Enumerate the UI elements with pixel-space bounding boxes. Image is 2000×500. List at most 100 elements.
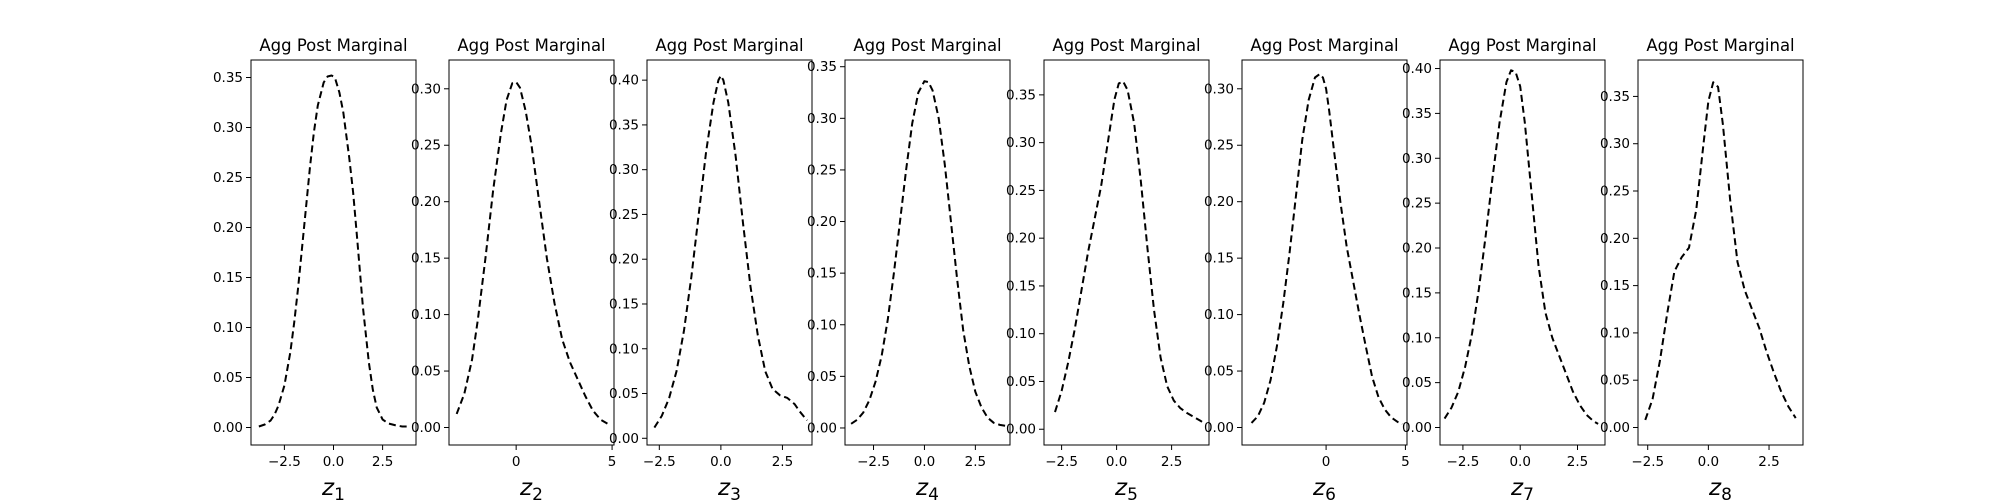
y-tick-label: 0.00 bbox=[1204, 420, 1234, 436]
x-tick-label: 5 bbox=[608, 454, 617, 470]
y-tick-label: 0.15 bbox=[1402, 285, 1432, 301]
y-tick-label: 0.35 bbox=[1600, 89, 1630, 105]
y-tick-label: 0.25 bbox=[1600, 184, 1630, 200]
y-tick-label: 0.20 bbox=[411, 194, 441, 210]
y-tick-label: 0.35 bbox=[609, 117, 639, 133]
density-line bbox=[1443, 69, 1599, 425]
subplot-2: 0.00 0.05 0.10 0.15 0.20 0.25 0.30 0 5 Agg Post M… bbox=[411, 36, 616, 500]
x-tick-label: −2.5 bbox=[643, 454, 676, 470]
density-line bbox=[850, 80, 1007, 427]
y-tick-label: 0.20 bbox=[807, 214, 837, 230]
y-tick-label: 0.20 bbox=[1006, 231, 1036, 247]
y-tick-label: 0.35 bbox=[213, 70, 243, 86]
x-tick-label: −2.5 bbox=[857, 454, 890, 470]
subplot-3: 0.000.050.100.150.200.250.300.350.40−2.5… bbox=[609, 36, 813, 500]
y-tick-label: 0.05 bbox=[807, 369, 837, 385]
y-tick-label: 0.05 bbox=[609, 386, 639, 402]
x-axis-label-subscript: 2 bbox=[532, 485, 543, 500]
x-axis-label: z3 bbox=[717, 475, 741, 500]
x-axis-label: z4 bbox=[915, 475, 939, 500]
x-tick-label: 2.5 bbox=[1567, 454, 1588, 470]
x-tick-label: 5 bbox=[1401, 454, 1410, 470]
y-tick-label: 0.35 bbox=[1402, 106, 1432, 122]
y-tick-label: 0.00 bbox=[609, 431, 639, 447]
subplot-title: Agg Post Marginal bbox=[1250, 36, 1398, 55]
y-tick-label: 0.05 bbox=[1402, 375, 1432, 391]
axes-frame bbox=[1241, 59, 1408, 446]
x-axis-label-subscript: 4 bbox=[928, 485, 939, 500]
x-tick-label: 0.0 bbox=[1698, 454, 1719, 470]
subplot-6: 0.00 0.05 0.10 0.15 0.20 0.25 0.30 0 5 Agg Post M… bbox=[1204, 36, 1410, 500]
density-line bbox=[1644, 81, 1797, 421]
axes-frame bbox=[1637, 59, 1804, 446]
subplot-8: 0.00 0.05 0.10 0.15 0.20 0.25 0.30 0.35 −2.5 0.0 2… bbox=[1600, 36, 1804, 500]
x-axis-label-subscript: 3 bbox=[730, 485, 741, 500]
y-tick-label: 0.25 bbox=[1204, 138, 1234, 154]
y-tick-label: 0.05 bbox=[1006, 374, 1036, 390]
y-tick-label: 0.00 bbox=[1600, 420, 1630, 436]
subplot-4: 0.00 0.05 0.10 0.15 0.20 0.25 0.30 0.35 −2.5 0.0 2… bbox=[807, 36, 1011, 500]
y-tick-label: 0.15 bbox=[609, 296, 639, 312]
x-axis-label-subscript: 1 bbox=[334, 485, 345, 500]
y-tick-label: 0.30 bbox=[609, 162, 639, 178]
y-tick-label: 0.35 bbox=[807, 59, 837, 75]
axes-frame bbox=[1439, 59, 1606, 446]
subplot-title: Agg Post Marginal bbox=[457, 36, 605, 55]
y-tick-label: 0.15 bbox=[1204, 251, 1234, 267]
x-axis-label: z5 bbox=[1114, 475, 1138, 500]
y-tick-label: 0.10 bbox=[213, 320, 243, 336]
y-tick-label: 0.25 bbox=[213, 170, 243, 186]
y-tick-label: 0.15 bbox=[1600, 278, 1630, 294]
subplot-7: 0.000.050.100.150.200.250.300.350.40−2.5… bbox=[1402, 36, 1606, 500]
subplot-title: Agg Post Marginal bbox=[1646, 36, 1794, 55]
subplot-5: 0.00 0.05 0.10 0.15 0.20 0.25 0.30 0.35 −2.5 0.0 2… bbox=[1006, 36, 1210, 500]
y-tick-label: 0.15 bbox=[411, 251, 441, 267]
y-tick-label: 0.05 bbox=[411, 364, 441, 380]
x-tick-label: 0 bbox=[512, 454, 521, 470]
y-tick-label: 0.30 bbox=[213, 120, 243, 136]
y-tick-label: 0.20 bbox=[1402, 241, 1432, 257]
y-tick-label: 0.20 bbox=[609, 252, 639, 268]
x-axis-label: z2 bbox=[519, 475, 543, 500]
x-tick-label: 2.5 bbox=[1161, 454, 1182, 470]
axes-frame bbox=[646, 59, 813, 446]
x-tick-label: 0.0 bbox=[323, 454, 344, 470]
x-axis-label-subscript: 5 bbox=[1127, 485, 1138, 500]
x-tick-label: 2.5 bbox=[1758, 454, 1779, 470]
axes-frame bbox=[844, 59, 1011, 446]
y-tick-label: 0.20 bbox=[1204, 194, 1234, 210]
y-tick-label: 0.15 bbox=[213, 270, 243, 286]
x-axis-label-subscript: 6 bbox=[1325, 485, 1336, 500]
y-tick-label: 0.05 bbox=[1204, 364, 1234, 380]
x-tick-label: 0 bbox=[1322, 454, 1331, 470]
axes-frame bbox=[250, 59, 417, 446]
density-line bbox=[653, 74, 808, 429]
y-tick-label: 0.00 bbox=[1402, 420, 1432, 436]
y-tick-label: 0.10 bbox=[1600, 325, 1630, 341]
x-axis-label-subscript: 8 bbox=[1721, 485, 1732, 500]
y-tick-label: 0.30 bbox=[1006, 135, 1036, 151]
density-line bbox=[1054, 80, 1206, 425]
y-tick-label: 0.20 bbox=[213, 220, 243, 236]
y-tick-label: 0.05 bbox=[213, 370, 243, 386]
y-tick-label: 0.10 bbox=[807, 317, 837, 333]
x-tick-label: 0.0 bbox=[710, 454, 731, 470]
y-tick-label: 0.15 bbox=[1006, 278, 1036, 294]
y-tick-label: 0.25 bbox=[807, 162, 837, 178]
y-tick-label: 0.30 bbox=[411, 81, 441, 97]
x-axis-label-subscript: 7 bbox=[1523, 485, 1534, 500]
x-tick-label: 2.5 bbox=[965, 454, 986, 470]
x-tick-label: 0.0 bbox=[914, 454, 935, 470]
subplot-title: Agg Post Marginal bbox=[853, 36, 1001, 55]
density-line bbox=[1250, 73, 1403, 426]
x-tick-label: −2.5 bbox=[268, 454, 301, 470]
subplot-title: Agg Post Marginal bbox=[655, 36, 803, 55]
y-tick-label: 0.25 bbox=[1402, 196, 1432, 212]
y-tick-label: 0.00 bbox=[807, 420, 837, 436]
x-axis-label: z8 bbox=[1708, 475, 1732, 500]
y-tick-label: 0.00 bbox=[411, 420, 441, 436]
x-tick-label: 0.0 bbox=[1106, 454, 1127, 470]
y-tick-label: 0.15 bbox=[807, 266, 837, 282]
density-line bbox=[455, 81, 609, 425]
